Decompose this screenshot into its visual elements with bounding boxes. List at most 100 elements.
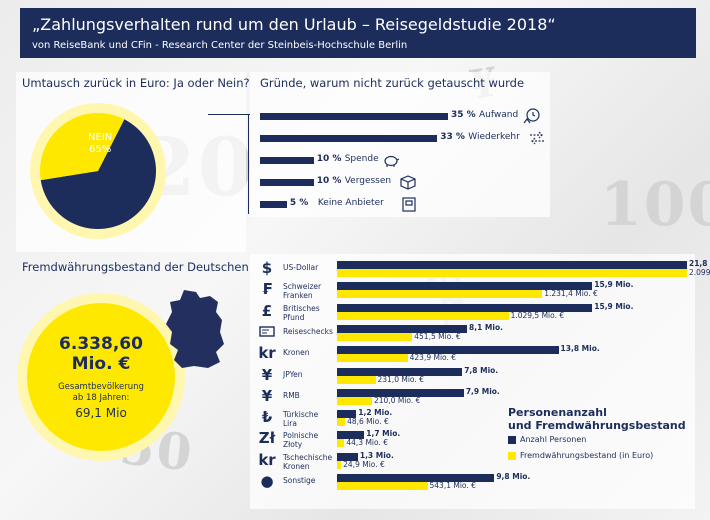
legend-title-2: und Fremdwährungsbestand <box>508 419 686 432</box>
legend-title-1: Personenanzahl <box>508 406 607 419</box>
total-circle-disc <box>27 303 175 451</box>
holdings-value: 1.231,4 Mio. € <box>544 289 598 299</box>
currency-label-line: Britisches <box>283 303 320 313</box>
holdings-bar <box>337 418 346 427</box>
holdings-value: 231,0 Mio. € <box>377 374 424 384</box>
currency-label: Kronen <box>283 348 310 357</box>
holdings-bar <box>337 439 345 448</box>
exchange-pie-chart: NEIN 65% JA 35% <box>28 96 208 246</box>
atm-icon <box>402 197 416 212</box>
persons-value: 1,2 Mio. <box>358 408 393 418</box>
reason-label: Wiederkehr <box>468 132 520 142</box>
pie-svg <box>30 103 166 239</box>
reason-label: Keine Anbieter <box>317 198 384 208</box>
legend-swatch-yellow <box>508 452 516 460</box>
currency-label: Türkische Lira <box>283 410 318 428</box>
currency-symbol-icon: $ <box>261 259 273 277</box>
currency-label: Sonstige <box>283 476 315 485</box>
pie-label-ja-value: 35% <box>70 194 93 205</box>
persons-bar <box>337 303 593 312</box>
persons-value: 13,8 Mio. <box>560 344 600 354</box>
currency-label-line: Kronen <box>283 348 310 358</box>
reason-value: 35 % <box>451 110 476 120</box>
currency-symbol-icon: ¥ <box>261 365 273 384</box>
return-arrows-icon <box>530 131 545 145</box>
currency-label: JPYen <box>283 370 303 379</box>
holdings-value: 451,5 Mio. € <box>414 331 461 341</box>
reasons-chart-title: Gründe, warum nicht zurück getauscht wur… <box>260 76 525 90</box>
reason-label: Spende <box>344 154 379 164</box>
holdings-bar <box>337 311 509 320</box>
currency-symbol-icon: kr <box>258 344 276 363</box>
page-title: „Zahlungsverhalten rund um den Urlaub – … <box>32 15 556 34</box>
legend-holdings-label: Fremdwährungsbestand (in Euro) <box>520 451 654 460</box>
holdings-bar <box>337 332 413 341</box>
reason-row: 35 % Aufwand <box>260 108 550 124</box>
title-banner: „Zahlungsverhalten rund um den Urlaub – … <box>20 8 696 58</box>
persons-value: 21,8 Mio. <box>689 259 710 268</box>
holdings-bar <box>337 269 687 277</box>
currency-label: Reiseschecks <box>283 327 333 336</box>
legend-swatch-navy <box>508 436 516 444</box>
currency-label-line: JPYen <box>283 369 303 379</box>
holdings-bar <box>337 482 428 490</box>
total-unit: Mio. € <box>71 354 131 374</box>
reason-row: 5 % Keine Anbieter <box>260 197 550 212</box>
reason-label: Vergessen <box>344 176 392 186</box>
persons-bar <box>337 452 358 461</box>
currency-label: RMB <box>283 391 300 400</box>
currency-symbol-icon: £ <box>261 301 273 320</box>
pie-label-ja: JA 35% <box>70 182 92 206</box>
pie-chart-title: Umtausch zurück in Euro: Ja oder Nein? <box>22 76 250 90</box>
persons-value: 9,8 Mio. <box>496 472 531 481</box>
currency-label: Polnische Złoty <box>283 431 318 449</box>
reason-value: 5 % <box>289 198 309 208</box>
persons-value: 15,9 Mio. <box>594 280 634 290</box>
holdings-value: 423,9 Mio. € <box>409 353 457 363</box>
currency-symbol-icon: Zł <box>258 429 276 448</box>
persons-value: 1,7 Mio. <box>366 429 401 439</box>
reason-bar <box>260 201 287 208</box>
reason-row: 10 % Spende <box>260 154 550 168</box>
pie-connector-line <box>208 114 250 115</box>
piggy-bank-icon <box>384 155 400 167</box>
currency-label-line: Türkische <box>283 410 319 420</box>
currency-label: Britisches Pfund <box>283 304 320 322</box>
currency-label-line: Franken <box>283 291 313 301</box>
germany-map <box>166 290 224 368</box>
currency-label: Tschechische Kronen <box>283 453 332 471</box>
pie-label-nein-name: NEIN <box>88 132 113 143</box>
cheque-icon <box>259 326 275 337</box>
currency-label-line: Złoty <box>283 440 303 450</box>
reason-value: 10 % <box>316 176 342 186</box>
reason-bar <box>260 113 448 120</box>
currency-label-line: Tschechische <box>283 452 333 462</box>
holdings-value: 543,1 Mio. € <box>429 481 476 490</box>
box-icon <box>400 175 416 190</box>
holdings-bar <box>337 290 543 299</box>
persons-bar <box>337 282 593 291</box>
currency-label-line: Kronen <box>283 461 310 471</box>
currency-symbol-icon: ¥ <box>261 386 273 405</box>
holdings-value: 1.029,5 Mio. € <box>510 310 565 320</box>
population-value: 69,1 Mio <box>75 406 127 420</box>
holdings-bar <box>337 354 408 363</box>
legend-item-persons: Anzahl Personen <box>508 435 686 448</box>
currency-label-line: Lira <box>283 419 297 429</box>
persons-value: 7,9 Mio. <box>465 386 500 396</box>
persons-bar <box>337 367 463 376</box>
reason-value: 33 % <box>440 132 465 142</box>
persons-bar <box>337 431 365 440</box>
germany-map-shape <box>166 290 224 368</box>
total-amount-circle: 6.338,60 Mio. € Gesamtbevölkerung ab 18 … <box>16 292 186 462</box>
pie-label-nein: NEIN 65% <box>88 132 112 156</box>
persons-bar <box>337 474 495 482</box>
currency-label-line: Pfund <box>283 312 305 322</box>
total-amount: 6.338,60 <box>59 334 143 354</box>
currency-symbol-icon: ● <box>260 472 274 490</box>
currency-label-line: RMB <box>283 390 300 400</box>
reason-bar <box>260 135 438 142</box>
holdings-value: 48,6 Mio. € <box>347 417 389 427</box>
legend-persons-label: Anzahl Personen <box>520 435 587 444</box>
reasons-bracket-line <box>248 114 249 214</box>
